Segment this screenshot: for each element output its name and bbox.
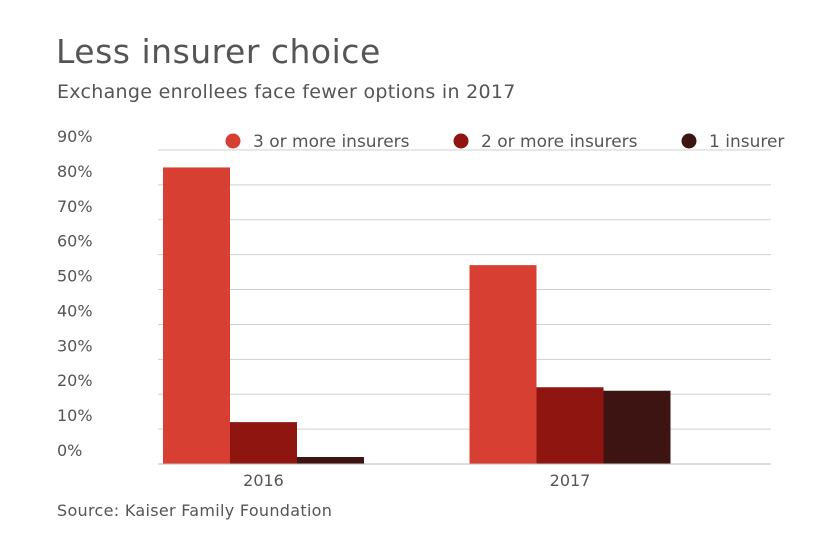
- bar: [230, 422, 297, 464]
- legend-label: 2 or more insurers: [481, 132, 638, 152]
- y-tick-label: 80%: [57, 162, 93, 181]
- legend-swatch: [681, 133, 697, 149]
- legend: 3 or more insurers 2 or more insurers 1 in…: [225, 132, 784, 152]
- bar: [536, 387, 604, 464]
- y-tick-label: 90%: [57, 127, 93, 146]
- legend-label: 3 or more insurers: [253, 132, 410, 152]
- y-tick-label: 40%: [57, 301, 93, 320]
- chart-source: Source: Kaiser Family Foundation: [57, 501, 333, 520]
- x-tick-label: 2017: [550, 471, 591, 490]
- y-tick-label: 60%: [57, 232, 93, 251]
- y-tick-label: 10%: [57, 406, 93, 425]
- legend-swatch: [453, 133, 469, 149]
- bar: [297, 457, 364, 464]
- bar: [469, 265, 537, 464]
- x-tick-label: 2016: [243, 471, 284, 490]
- chart-subtitle: Exchange enrollees face fewer options in…: [57, 81, 516, 103]
- chart-title: Less insurer choice: [56, 32, 381, 71]
- bars: [163, 167, 671, 464]
- y-tick-label: 70%: [57, 197, 93, 216]
- y-tick-label: 50%: [57, 267, 93, 286]
- gridlines: [158, 149, 771, 430]
- bar: [163, 167, 230, 464]
- y-tick-label: 20%: [57, 371, 93, 390]
- axis: 0% 10% 20% 30% 40% 50% 60% 70% 80% 90% 2016 2017: [57, 127, 771, 490]
- y-tick-label: 30%: [57, 336, 93, 355]
- legend-swatch: [225, 133, 241, 149]
- legend-label: 1 insurer: [709, 132, 784, 152]
- y-tick-label: 0%: [57, 441, 82, 460]
- bar: [603, 390, 671, 464]
